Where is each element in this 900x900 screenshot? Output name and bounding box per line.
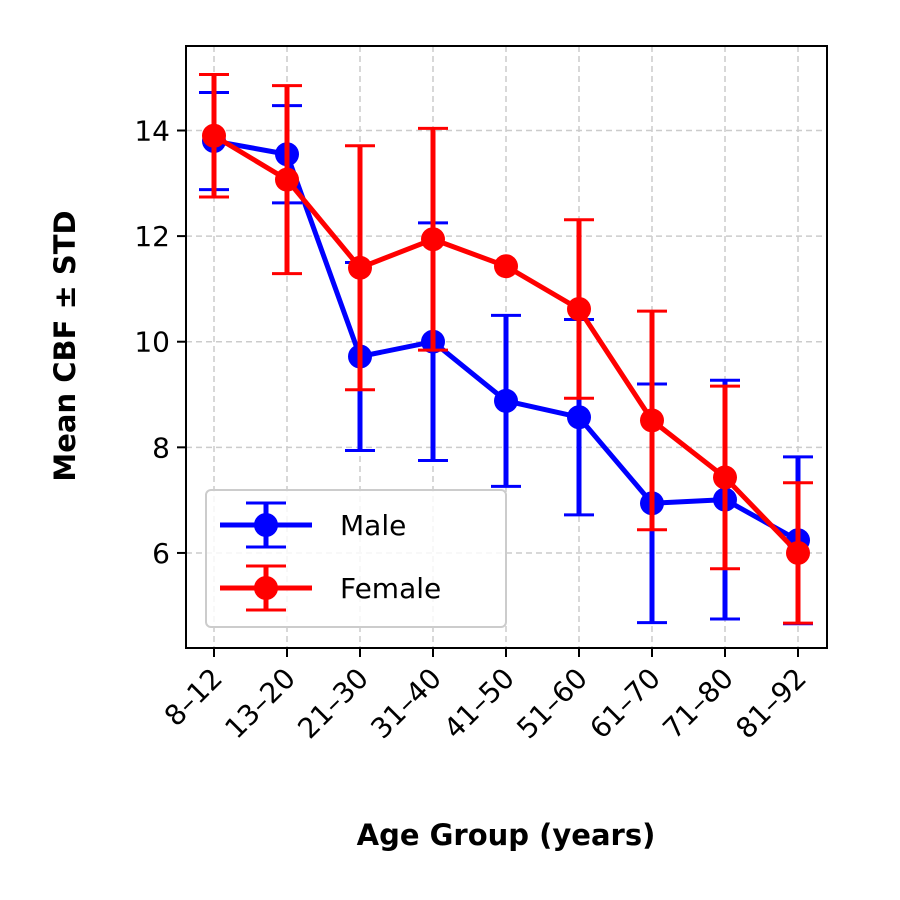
y-axis-title: Mean CBF ± STD [48,210,82,481]
male-marker [494,388,518,413]
female-marker [202,123,226,148]
female-marker [786,540,810,565]
y-axis: 6 8 10 12 14 [134,114,186,570]
female-marker [567,296,591,321]
female-marker [348,255,372,280]
female-marker [275,167,299,192]
y-tick-label: 10 [134,326,170,359]
x-axis-title: Age Group (years) [357,818,656,852]
female-marker [494,254,518,279]
legend-male-marker [254,513,278,537]
y-tick-label: 6 [152,537,170,570]
y-tick-label: 14 [134,114,170,147]
female-marker [640,408,664,433]
female-marker [421,227,445,252]
legend-male-label: Male [340,509,406,542]
female-marker [713,465,737,490]
series-female [199,73,813,625]
legend: Male Female [205,489,507,628]
legend-female-label: Female [340,572,441,605]
y-tick-label: 12 [134,220,170,253]
male-marker [567,405,591,430]
legend-female-marker [254,576,278,600]
y-tick-label: 8 [152,431,170,464]
series-layer [199,73,813,626]
